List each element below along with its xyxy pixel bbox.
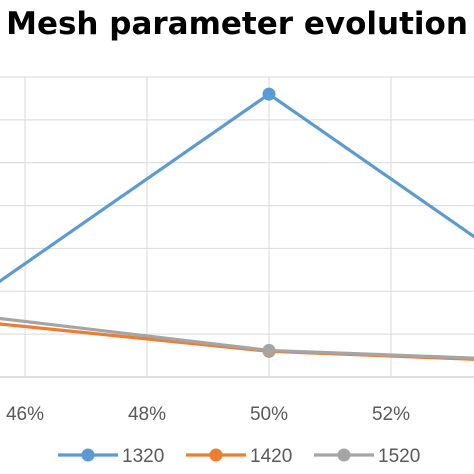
data-point-1520 [262, 343, 276, 357]
x-tick-label: 48% [128, 404, 166, 425]
legend: 1320 1420 1520 [58, 446, 420, 467]
legend-marker-1320 [81, 448, 95, 462]
x-tick-label: 52% [372, 404, 410, 425]
grid-lines [0, 76, 474, 378]
series-line-1520 [0, 316, 474, 360]
x-tick-labels: 46% 48% 50% 52% [6, 404, 410, 425]
legend-label-1520: 1520 [378, 446, 420, 467]
x-tick-label: 50% [250, 404, 288, 425]
legend-item-1420: 1420 [186, 446, 292, 467]
chart-title: Mesh parameter evolution [6, 6, 468, 42]
series-line-1320 [0, 92, 474, 283]
legend-label-1420: 1420 [250, 446, 292, 467]
legend-item-1520: 1520 [314, 446, 420, 467]
legend-marker-1420 [209, 448, 223, 462]
legend-label-1320: 1320 [122, 446, 164, 467]
x-tick-label: 46% [6, 404, 44, 425]
legend-item-1320: 1320 [58, 446, 164, 467]
legend-marker-1520 [337, 448, 351, 462]
data-point-1320 [262, 87, 276, 101]
series-group [0, 87, 474, 361]
